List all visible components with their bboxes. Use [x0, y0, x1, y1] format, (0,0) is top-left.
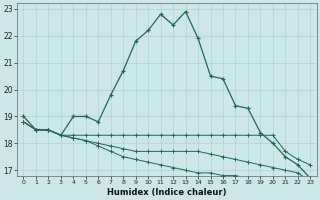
X-axis label: Humidex (Indice chaleur): Humidex (Indice chaleur) [107, 188, 227, 197]
